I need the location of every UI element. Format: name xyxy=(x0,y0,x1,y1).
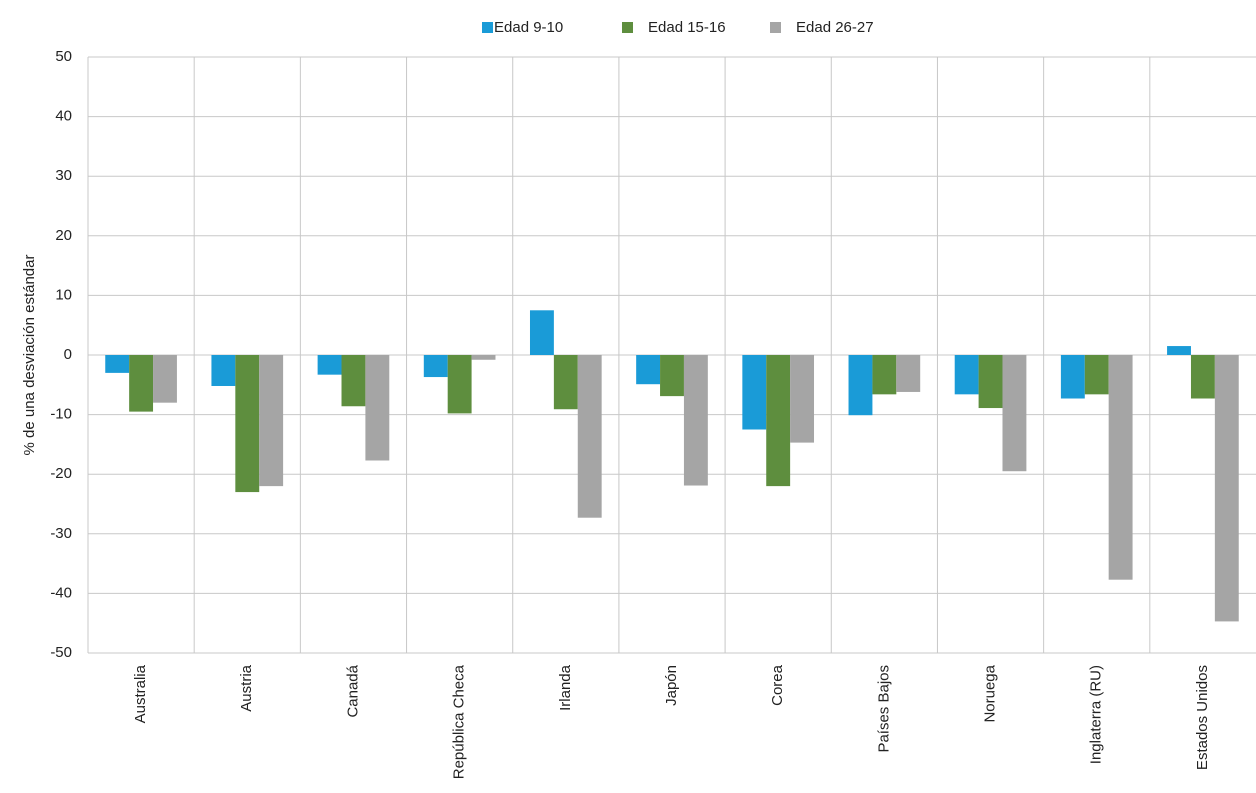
bar xyxy=(1214,355,1239,622)
bar xyxy=(105,355,130,373)
y-tick-label: -10 xyxy=(50,406,72,423)
y-tick-label: -40 xyxy=(50,584,72,601)
x-tick-label: Australia xyxy=(132,664,149,723)
legend-label: Edad 15-16 xyxy=(648,19,726,36)
bar xyxy=(872,355,897,395)
bar xyxy=(153,355,177,403)
x-tick-label: Noruega xyxy=(982,664,999,722)
bar xyxy=(235,355,260,493)
bar xyxy=(636,355,661,385)
y-tick-label: 50 xyxy=(55,48,72,65)
legend-swatch xyxy=(482,22,493,33)
x-tick-label: Corea xyxy=(769,664,786,706)
y-tick-label: 10 xyxy=(55,286,72,303)
bar xyxy=(553,355,578,410)
bar xyxy=(1002,355,1027,472)
bar xyxy=(1060,355,1085,399)
bar xyxy=(365,355,390,461)
bar xyxy=(848,355,873,416)
bar xyxy=(259,355,284,487)
bar xyxy=(978,355,1003,409)
bar xyxy=(471,355,496,360)
y-tick-label: -50 xyxy=(50,644,72,661)
x-tick-label: Canadá xyxy=(344,664,361,717)
bar xyxy=(896,355,921,392)
bar xyxy=(766,355,791,487)
x-tick-label: República Checa xyxy=(451,664,468,779)
bar xyxy=(129,355,154,412)
y-axis-label: % de una desviación estándar xyxy=(21,255,38,456)
bar xyxy=(211,355,236,386)
x-tick-label: Países Bajos xyxy=(875,665,892,753)
x-tick-label: Inglaterra (RU) xyxy=(1088,665,1105,764)
y-tick-label: 40 xyxy=(55,108,72,125)
bar xyxy=(447,355,472,414)
x-tick-label: Irlanda xyxy=(557,664,574,711)
bar xyxy=(954,355,979,395)
x-tick-label: Austria xyxy=(238,664,255,711)
bar xyxy=(660,355,684,397)
bar xyxy=(790,355,815,443)
legend-label: Edad 26-27 xyxy=(796,19,874,36)
bar xyxy=(1084,355,1109,395)
y-tick-label: -30 xyxy=(50,525,72,542)
bar xyxy=(341,355,366,407)
bar xyxy=(529,310,554,355)
x-tick-label: Estados Unidos xyxy=(1194,665,1211,770)
bar xyxy=(317,355,342,375)
bar xyxy=(1167,346,1191,355)
bar xyxy=(577,355,602,518)
y-tick-label: 20 xyxy=(55,227,72,244)
y-tick-label: 30 xyxy=(55,167,72,184)
x-tick-label: Japón xyxy=(663,665,680,706)
bar xyxy=(1108,355,1133,580)
legend-label: Edad 9-10 xyxy=(494,19,563,36)
y-tick-label: -20 xyxy=(50,465,72,482)
legend-swatch xyxy=(770,22,781,33)
bar xyxy=(423,355,448,378)
bar xyxy=(683,355,708,486)
bar xyxy=(742,355,767,430)
y-tick-label: 0 xyxy=(64,346,72,363)
bar xyxy=(1190,355,1215,399)
legend-swatch xyxy=(622,22,633,33)
